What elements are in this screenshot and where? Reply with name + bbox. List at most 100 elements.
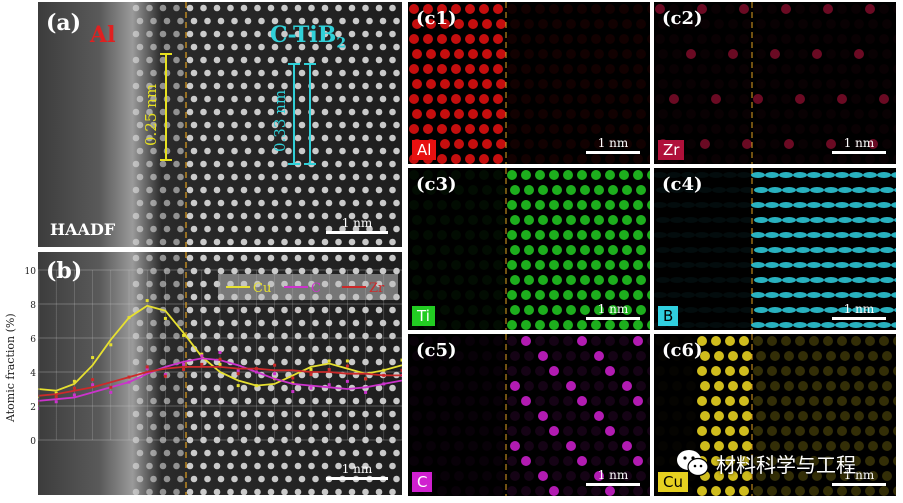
map-signal-dot xyxy=(619,34,629,44)
atom-column xyxy=(204,475,211,483)
haadf-mode-label: HAADF xyxy=(50,220,116,239)
map-signal-dot xyxy=(826,471,836,481)
atom-column xyxy=(258,69,265,77)
atom-column xyxy=(352,319,360,327)
map-signal-dot xyxy=(507,94,517,104)
atom-column xyxy=(393,199,400,207)
atom-column xyxy=(321,4,329,12)
map-signal-dot xyxy=(538,79,548,89)
atom-column xyxy=(231,371,238,379)
atom-column xyxy=(285,199,292,207)
atom-column xyxy=(136,43,144,51)
atom-column xyxy=(281,212,288,220)
panel-label-c4: (c4) xyxy=(662,174,703,195)
map-signal-dot xyxy=(521,230,531,240)
atom-column xyxy=(393,345,400,353)
atom-column xyxy=(281,254,288,262)
atom-column xyxy=(393,475,400,483)
map-signal-dot xyxy=(479,200,489,210)
phase-label-al: Al xyxy=(90,22,116,48)
map-signal-dot xyxy=(440,19,450,29)
map-signal-dot xyxy=(709,292,723,298)
map-signal-dot xyxy=(423,170,433,180)
series-point-c xyxy=(254,370,258,374)
map-signal-dot xyxy=(795,64,805,74)
atom-column xyxy=(366,69,373,77)
map-signal-dot xyxy=(865,94,875,104)
atom-column xyxy=(379,121,387,129)
atom-column xyxy=(227,134,234,142)
map-signal-dot xyxy=(835,322,849,328)
atom-column xyxy=(393,449,400,457)
atom-column xyxy=(213,4,221,12)
map-signal-dot xyxy=(496,139,506,149)
map-signal-dot xyxy=(437,336,447,346)
atom-column xyxy=(281,358,288,366)
map-signal-dot xyxy=(622,19,632,29)
map-signal-dot xyxy=(851,154,861,164)
map-signal-dot xyxy=(754,187,768,193)
map-signal-dot xyxy=(605,456,615,466)
atom-column xyxy=(308,306,315,314)
atom-column xyxy=(254,462,261,470)
atom-column xyxy=(204,397,211,405)
atom-column xyxy=(366,423,373,431)
map-signal-dot xyxy=(669,396,679,406)
atom-column xyxy=(244,345,252,353)
atom-column xyxy=(186,82,194,90)
atom-column xyxy=(186,186,194,194)
map-signal-dot xyxy=(594,411,604,421)
map-signal-dot xyxy=(633,230,643,240)
map-signal-dot xyxy=(549,456,559,466)
atom-column xyxy=(285,173,292,181)
atom-column xyxy=(159,4,167,12)
atom-column xyxy=(379,397,387,405)
eds-map-image xyxy=(654,168,896,330)
atom-column xyxy=(132,254,140,262)
map-signal-dot xyxy=(712,277,726,283)
map-signal-dot xyxy=(742,79,752,89)
atom-column xyxy=(159,238,167,246)
map-signal-dot xyxy=(563,124,573,134)
map-signal-dot xyxy=(695,262,709,268)
element-label-zr: Zr xyxy=(658,140,685,160)
map-signal-dot xyxy=(510,471,520,481)
map-signal-dot xyxy=(868,351,878,361)
map-signal-dot xyxy=(865,366,875,376)
map-signal-dot xyxy=(670,247,684,253)
map-signal-dot xyxy=(451,230,461,240)
atom-column xyxy=(271,345,279,353)
map-signal-dot xyxy=(768,277,782,283)
atom-column xyxy=(389,384,396,392)
map-signal-dot xyxy=(770,411,780,421)
atom-column xyxy=(271,199,279,207)
atom-column xyxy=(294,384,302,392)
atom-column xyxy=(231,95,238,103)
atom-column xyxy=(150,95,157,103)
scale-bar-b: 1 nm xyxy=(326,462,388,480)
atom-column xyxy=(285,475,292,483)
map-signal-dot xyxy=(493,64,503,74)
map-signal-dot xyxy=(479,4,489,14)
map-signal-dot xyxy=(507,4,517,14)
atom-column xyxy=(254,186,261,194)
map-signal-dot xyxy=(580,109,590,119)
atom-column xyxy=(200,186,207,194)
map-signal-dot xyxy=(468,19,478,29)
atom-column xyxy=(136,319,144,327)
atom-column xyxy=(150,69,157,77)
map-signal-dot xyxy=(633,336,643,346)
atom-column xyxy=(362,212,369,220)
map-signal-dot xyxy=(812,19,822,29)
atom-column xyxy=(200,238,207,246)
atom-column xyxy=(389,212,396,220)
map-signal-dot xyxy=(739,94,749,104)
map-signal-dot xyxy=(891,292,896,298)
map-signal-dot xyxy=(549,94,559,104)
map-signal-dot xyxy=(636,245,646,255)
eds-map-image xyxy=(409,168,650,330)
map-signal-dot xyxy=(496,441,506,451)
map-signal-dot xyxy=(608,441,618,451)
map-signal-dot xyxy=(633,94,643,104)
map-signal-dot xyxy=(765,202,779,208)
